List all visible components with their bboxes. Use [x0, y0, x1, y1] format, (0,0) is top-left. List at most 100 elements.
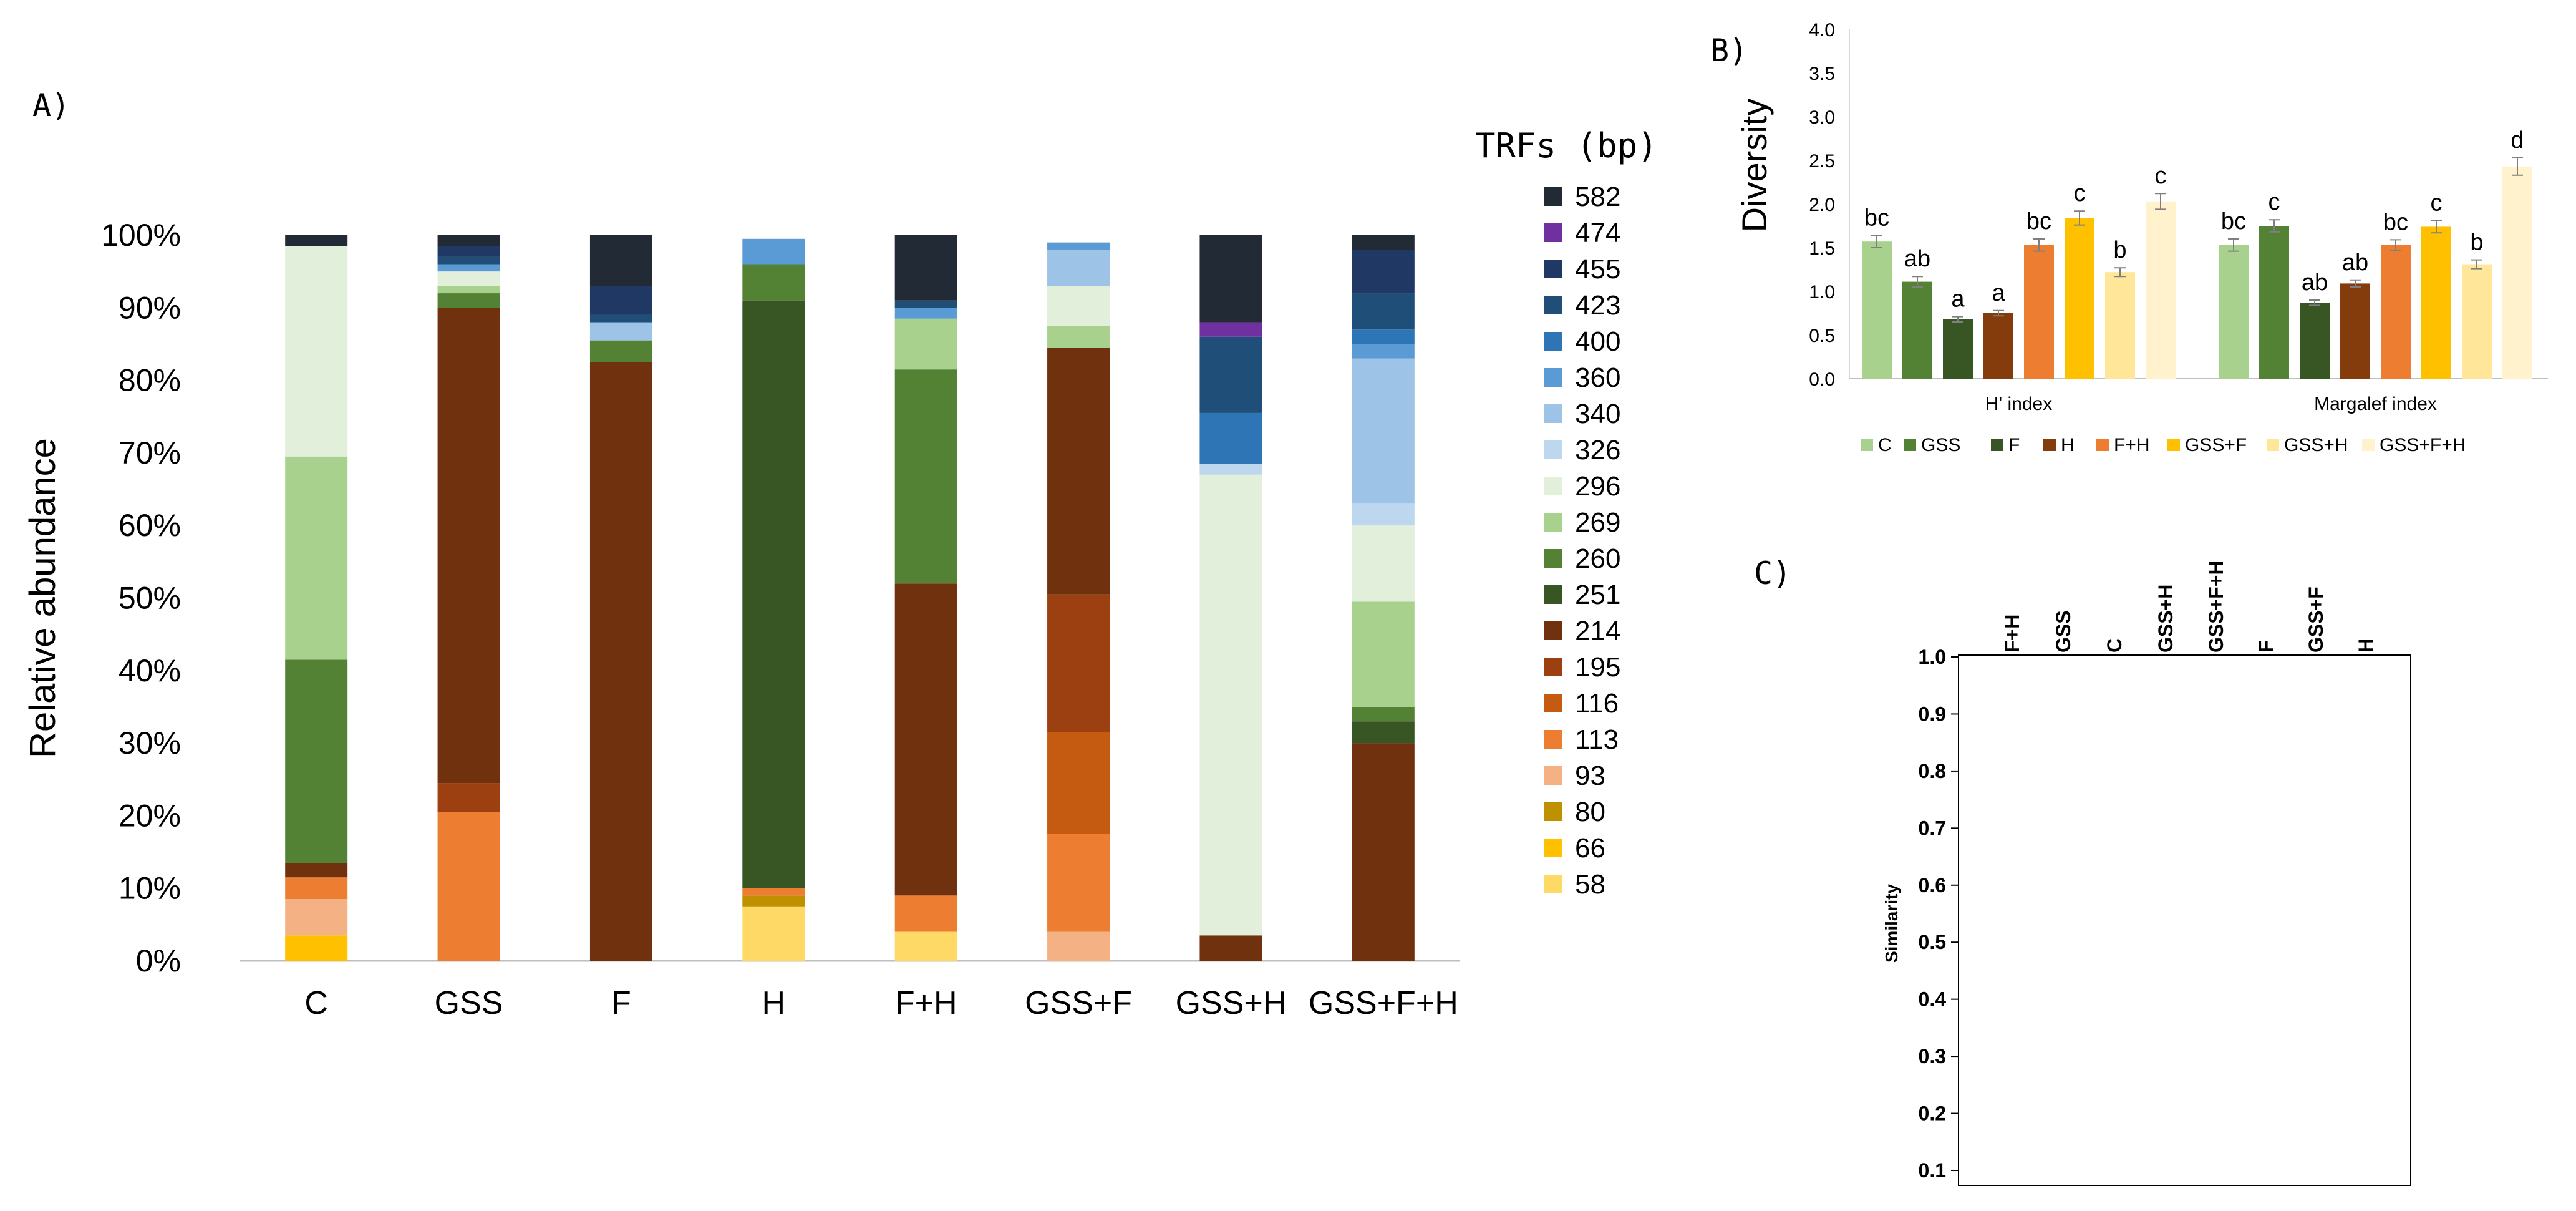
legend-label: 326 [1575, 435, 1620, 465]
y-axis-title: Similarity [1882, 884, 1901, 963]
bar-segment [589, 314, 652, 323]
y-tick-label: 0.5 [1809, 326, 1835, 346]
bar-segment [894, 308, 957, 319]
x-tick-label: F+H [895, 985, 957, 1021]
y-tick-label: 3.0 [1809, 107, 1835, 128]
y-tick-label: 0.4 [1919, 988, 1947, 1011]
bar [1983, 313, 2013, 379]
bar-segment [742, 906, 805, 961]
legend-label: 423 [1575, 290, 1620, 321]
bar-segment [1199, 235, 1262, 323]
bar-segment [1047, 326, 1110, 348]
panel-label-b: B) [1710, 32, 1748, 69]
bar [2065, 218, 2094, 379]
legend-swatch [1544, 839, 1562, 857]
legend-label: 80 [1575, 797, 1605, 827]
x-tick-label: GSS+F [1025, 985, 1132, 1021]
leaf-label: GSS+F+H [2205, 560, 2227, 653]
y-tick-label: 0.3 [1919, 1045, 1946, 1068]
bar-segment [894, 235, 957, 301]
y-tick-label: 0.2 [1919, 1102, 1946, 1125]
legend-swatch [2043, 439, 2056, 451]
y-tick-label: 3.5 [1809, 64, 1835, 84]
y-tick-label: 70% [119, 435, 181, 470]
bar [2105, 272, 2135, 379]
y-tick-label: 60% [119, 508, 181, 543]
bar-segment [285, 235, 348, 246]
bar-segment [1047, 834, 1110, 932]
y-axis-title: Diversity [1735, 99, 1774, 233]
legend-label: 116 [1575, 688, 1619, 719]
legend-label: H [2061, 435, 2075, 455]
bar-segment [589, 322, 652, 341]
significance-letter: bc [2383, 209, 2408, 235]
y-tick-label: 0.0 [1809, 369, 1835, 390]
bar-segment [1352, 503, 1415, 526]
significance-letter: ab [1904, 246, 1930, 272]
bar-segment [437, 235, 500, 246]
bar-segment [1352, 525, 1415, 602]
bar-segment [894, 583, 957, 896]
bar-segment [437, 256, 500, 265]
leaf-label: H [2355, 638, 2377, 653]
bar-segment [1047, 286, 1110, 326]
bar [2381, 245, 2411, 379]
x-tick-label: H [762, 985, 786, 1021]
y-tick-label: 100% [101, 218, 181, 253]
bar-segment [1352, 721, 1415, 744]
x-tick-label: F [611, 985, 631, 1021]
legend-label: 260 [1575, 543, 1620, 574]
bar-segment [285, 862, 348, 878]
bar-segment [894, 300, 957, 308]
bar-segment [1352, 250, 1415, 294]
bar-segment [1352, 706, 1415, 722]
y-tick-label: 30% [119, 726, 181, 761]
y-tick-label: 1.5 [1809, 238, 1835, 259]
legend-swatch [2096, 439, 2109, 451]
dendrogram-chart: 0.1 0.2 0.3 0.4 0.5 0.6 0.7 0.8 0.9 1.0 Similarity… [1882, 560, 2411, 1186]
legend-label: 93 [1575, 761, 1605, 791]
bar-segment [742, 238, 805, 265]
bar-segment [1352, 601, 1415, 707]
bar-segment [1199, 464, 1262, 475]
legend-label: 113 [1575, 724, 1619, 755]
legend-swatch [1544, 404, 1562, 423]
bar [2340, 283, 2370, 379]
x-tick-label: Margalef index [2314, 394, 2437, 414]
x-tick-label: GSS+H [1176, 985, 1287, 1021]
y-tick-label: 40% [119, 653, 181, 688]
legend-label: F [2008, 435, 2020, 455]
legend-swatch [1544, 477, 1562, 495]
bar-segment [1352, 358, 1415, 504]
bar [1862, 241, 1892, 379]
leaf-label: F+H [2001, 615, 2023, 653]
bar-segment [589, 340, 652, 362]
bar-segment [894, 895, 957, 932]
significance-letter: b [2113, 237, 2126, 263]
legend-label: 400 [1575, 326, 1620, 357]
legend-swatch [1544, 585, 1562, 604]
legend-swatch [1904, 439, 1916, 451]
leaf-label: C [2103, 638, 2126, 653]
y-tick-label: 0.6 [1919, 874, 1946, 897]
legend-swatch [1544, 187, 1562, 206]
bar-segment [1047, 732, 1110, 834]
bar [2300, 303, 2330, 379]
bar-segment [894, 931, 957, 961]
significance-letter: c [2269, 189, 2280, 215]
y-tick-label: 0.5 [1919, 931, 1946, 953]
legend-swatch [1544, 260, 1562, 278]
y-tick-label: 10% [119, 871, 181, 906]
bar-segment [285, 456, 348, 660]
y-tick-label: 1.0 [1809, 282, 1835, 303]
legend-label: GSS+F [2185, 435, 2247, 455]
bar-segment [1047, 348, 1110, 595]
leaf-label: GSS+F [2305, 586, 2327, 653]
legend-swatch [1861, 439, 1873, 451]
bar-segment [894, 318, 957, 370]
bar-segment [437, 812, 500, 961]
bar-segment [1352, 235, 1415, 250]
leaf-label: GSS+H [2154, 585, 2177, 653]
bar [2146, 201, 2176, 379]
